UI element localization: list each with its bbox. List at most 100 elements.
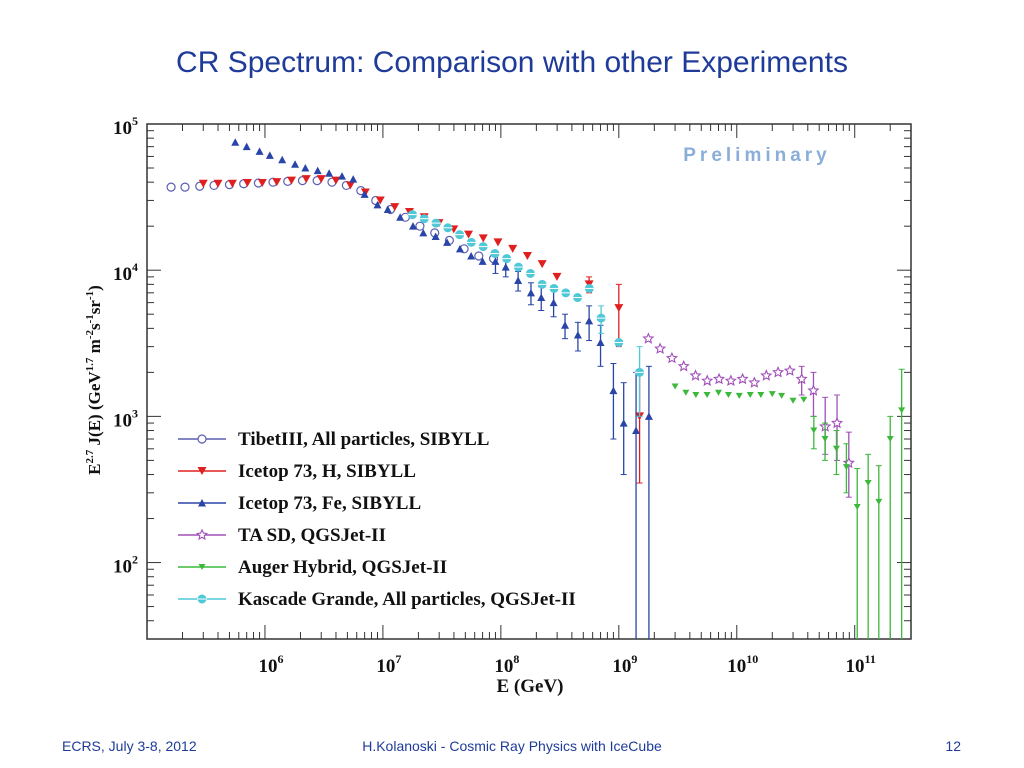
data-point xyxy=(501,263,510,271)
data-point xyxy=(508,244,518,253)
data-point xyxy=(736,372,749,385)
data-point xyxy=(768,391,776,398)
legend-marker xyxy=(197,467,207,475)
data-point xyxy=(255,147,264,155)
data-point xyxy=(291,160,300,168)
legend-label: Icetop 73, Fe, SIBYLL xyxy=(238,493,421,514)
data-point xyxy=(821,436,829,443)
data-point xyxy=(596,338,605,347)
legend: TibetIII, All particles, SIBYLL Icetop 73… xyxy=(178,429,576,610)
data-point xyxy=(325,169,334,177)
x-tick-label: 108 xyxy=(494,652,519,677)
data-point xyxy=(375,196,385,205)
data-point xyxy=(373,200,382,209)
data-point xyxy=(552,272,562,281)
x-tick-label: 1010 xyxy=(727,652,758,677)
legend-marker xyxy=(198,499,206,507)
data-point xyxy=(491,257,500,265)
data-point xyxy=(703,392,711,399)
data-point xyxy=(614,304,624,313)
data-point xyxy=(396,213,405,221)
data-point xyxy=(231,138,240,146)
series-icetop_h xyxy=(198,175,645,484)
data-point xyxy=(537,260,547,269)
axis-ticks xyxy=(146,123,912,640)
data-point xyxy=(886,436,894,443)
data-point xyxy=(746,392,754,399)
data-point xyxy=(455,244,464,253)
data-point xyxy=(671,383,679,390)
data-point xyxy=(800,396,808,403)
x-tick-label: 106 xyxy=(258,652,283,677)
data-point xyxy=(771,366,785,378)
x-axis-label: E (GeV) xyxy=(496,676,563,697)
data-point xyxy=(390,203,400,212)
data-point xyxy=(257,178,267,187)
data-point xyxy=(573,331,582,339)
footer-page-number: 12 xyxy=(945,738,961,754)
data-point xyxy=(419,228,428,237)
data-point xyxy=(278,155,287,164)
data-point xyxy=(807,384,820,396)
data-point xyxy=(748,376,761,388)
y-axis-label: E2.7 J(E) (GeV1.7 m-2s-1sr-1) xyxy=(84,285,104,475)
data-point xyxy=(316,175,326,184)
y-tick-label: 104 xyxy=(113,260,138,285)
series-icetop_fe xyxy=(231,138,653,639)
data-point xyxy=(760,369,773,381)
data-point xyxy=(875,498,883,505)
data-point xyxy=(287,176,297,185)
data-point xyxy=(474,251,484,261)
footer-author: H.Kolanoski - Cosmic Ray Physics with Ic… xyxy=(362,738,662,754)
data-point xyxy=(842,464,850,471)
legend-marker xyxy=(195,528,209,541)
data-point xyxy=(526,288,535,297)
data-point xyxy=(724,374,737,387)
footer-conference: ECRS, July 3-8, 2012 xyxy=(62,738,197,754)
data-point xyxy=(757,392,765,399)
data-point xyxy=(272,178,282,187)
data-point xyxy=(561,321,570,329)
data-point xyxy=(313,166,322,175)
data-point xyxy=(415,221,425,231)
data-point xyxy=(682,389,690,396)
data-point xyxy=(493,238,503,247)
data-point xyxy=(549,298,558,307)
data-point xyxy=(724,392,732,399)
data-point xyxy=(810,427,818,434)
series-auger xyxy=(671,368,906,639)
data-point xyxy=(522,252,532,261)
data-point xyxy=(242,178,252,187)
x-tick-labels: 106 107 108 109 1010 1011 xyxy=(258,652,875,677)
data-point xyxy=(301,164,310,172)
data-series xyxy=(166,138,906,639)
data-point xyxy=(443,238,452,246)
legend-label: Kascade Grande, All particles, QGSJet-II xyxy=(238,589,576,610)
data-point xyxy=(409,222,418,230)
data-point xyxy=(213,179,223,188)
data-point xyxy=(227,179,237,188)
data-point xyxy=(242,142,251,151)
data-point xyxy=(431,232,440,240)
x-tick-label: 107 xyxy=(376,652,401,677)
data-point xyxy=(642,332,655,344)
legend-label: Auger Hybrid, QGSJet-II xyxy=(238,557,447,578)
data-point xyxy=(898,407,906,414)
data-point xyxy=(714,389,722,396)
data-point xyxy=(467,252,476,260)
data-point xyxy=(464,230,474,239)
data-point xyxy=(665,351,679,364)
y-tick-label: 105 xyxy=(113,114,138,139)
legend-label: TibetIII, All particles, SIBYLL xyxy=(238,429,489,450)
legend-label: Icetop 73, H, SIBYLL xyxy=(238,461,416,482)
data-point xyxy=(349,175,358,183)
data-point xyxy=(514,276,523,285)
x-tick-label: 109 xyxy=(612,652,637,677)
data-point xyxy=(832,445,840,452)
data-point xyxy=(864,480,872,487)
data-point xyxy=(585,316,594,325)
y-tick-labels: 102 103 104 105 xyxy=(113,114,138,578)
preliminary-watermark: Preliminary xyxy=(683,145,831,166)
data-point xyxy=(735,392,743,399)
